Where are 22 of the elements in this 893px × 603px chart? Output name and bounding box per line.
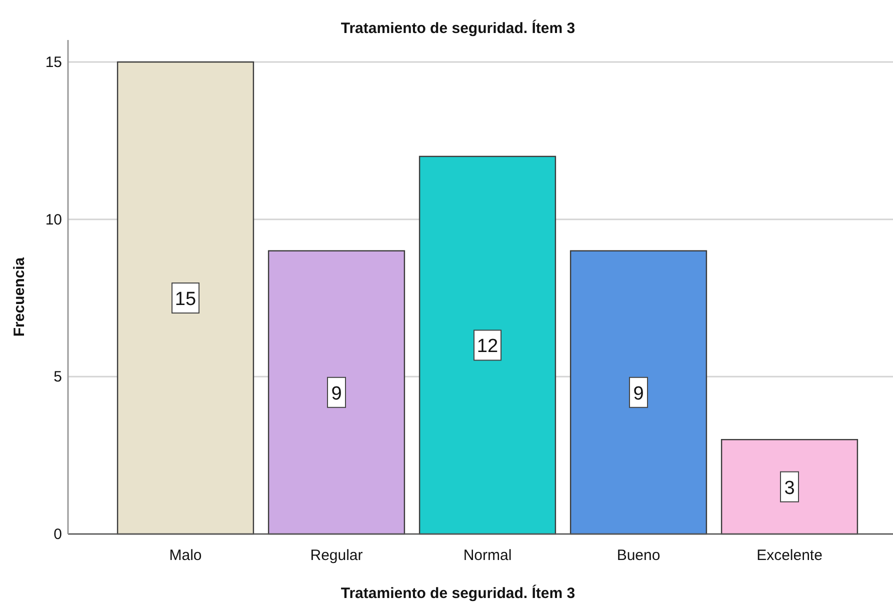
data-label: 12 [476, 336, 498, 358]
y-tick-label: 0 [54, 526, 62, 543]
data-label: 9 [331, 383, 342, 404]
x-axis-title: Tratamiento de seguridad. Ítem 3 [340, 584, 576, 602]
data-label: 9 [633, 383, 644, 404]
y-tick-label: 15 [45, 54, 62, 72]
data-label: 15 [174, 289, 196, 310]
chart-title: Tratamiento de seguridad. Ítem 3 [340, 19, 576, 37]
bar [116, 61, 254, 535]
bar [418, 156, 556, 535]
data-label: 3 [784, 478, 795, 499]
y-tick-label: 10 [45, 211, 62, 228]
bar [720, 439, 858, 535]
x-tick-label: Bueno [616, 547, 660, 564]
x-tick-label: Excelente [756, 547, 822, 564]
x-tick-label: Regular [310, 547, 363, 564]
y-tick-label: 5 [54, 368, 62, 386]
bar [570, 250, 708, 535]
y-axis-title: Frecuencia [11, 256, 28, 337]
x-tick-label: Malo [169, 547, 202, 564]
bar [268, 250, 406, 535]
x-tick-label: Normal [463, 547, 512, 564]
